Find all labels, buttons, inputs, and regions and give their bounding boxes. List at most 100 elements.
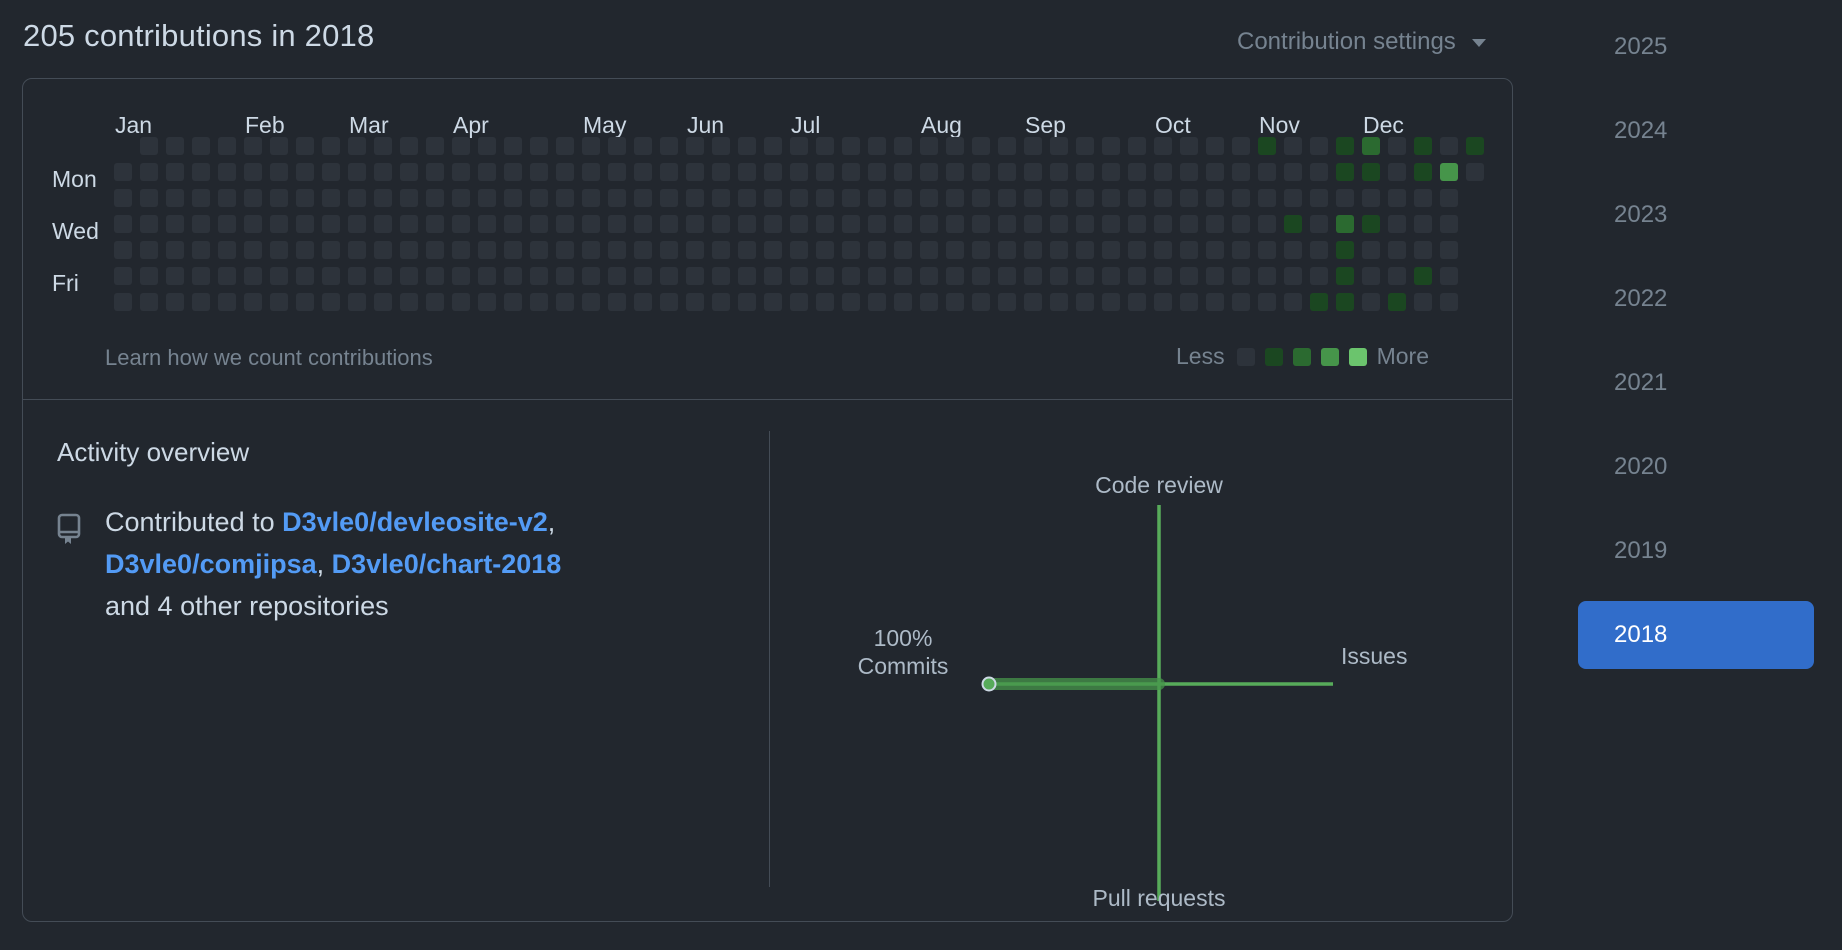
contribution-cell[interactable]	[1336, 215, 1354, 233]
contribution-cell[interactable]	[166, 241, 184, 259]
contribution-cell[interactable]	[1388, 241, 1406, 259]
contribution-cell[interactable]	[322, 163, 340, 181]
contribution-cell[interactable]	[478, 267, 496, 285]
contribution-cell[interactable]	[1128, 215, 1146, 233]
contribution-cell[interactable]	[478, 137, 496, 155]
contribution-cell[interactable]	[166, 137, 184, 155]
contribution-cell[interactable]	[1180, 241, 1198, 259]
contribution-cell[interactable]	[660, 241, 678, 259]
contribution-cell[interactable]	[1180, 267, 1198, 285]
contribution-cell[interactable]	[1284, 267, 1302, 285]
contribution-cell[interactable]	[166, 163, 184, 181]
contribution-cell[interactable]	[452, 215, 470, 233]
contribution-cell[interactable]	[296, 163, 314, 181]
contribution-cell[interactable]	[530, 267, 548, 285]
contribution-cell[interactable]	[270, 293, 288, 311]
contribution-cell[interactable]	[374, 189, 392, 207]
contribution-cell[interactable]	[972, 293, 990, 311]
contribution-cell[interactable]	[1310, 267, 1328, 285]
contribution-cell[interactable]	[1440, 189, 1458, 207]
contribution-cell[interactable]	[1232, 293, 1250, 311]
contribution-cell[interactable]	[114, 163, 132, 181]
contribution-cell[interactable]	[1362, 293, 1380, 311]
contribution-cell[interactable]	[140, 137, 158, 155]
contribution-cell[interactable]	[1102, 189, 1120, 207]
contribution-cell[interactable]	[1414, 189, 1432, 207]
contribution-cell[interactable]	[842, 137, 860, 155]
contribution-cell[interactable]	[1024, 215, 1042, 233]
contribution-cell[interactable]	[322, 267, 340, 285]
contribution-cell[interactable]	[712, 137, 730, 155]
contribution-cell[interactable]	[218, 267, 236, 285]
contribution-cell[interactable]	[1310, 241, 1328, 259]
contribution-cell[interactable]	[1336, 241, 1354, 259]
contribution-cell[interactable]	[192, 241, 210, 259]
contribution-cell[interactable]	[1206, 293, 1224, 311]
contribution-cell[interactable]	[894, 267, 912, 285]
contribution-cell[interactable]	[244, 293, 262, 311]
contribution-cell[interactable]	[686, 163, 704, 181]
contribution-cell[interactable]	[608, 293, 626, 311]
contribution-cell[interactable]	[452, 293, 470, 311]
contribution-cell[interactable]	[764, 189, 782, 207]
contribution-cell[interactable]	[738, 163, 756, 181]
contribution-cell[interactable]	[842, 215, 860, 233]
contribution-cell[interactable]	[322, 293, 340, 311]
contribution-cell[interactable]	[1180, 189, 1198, 207]
contribution-cell[interactable]	[1076, 137, 1094, 155]
contribution-cell[interactable]	[1232, 267, 1250, 285]
contribution-cell[interactable]	[1180, 137, 1198, 155]
contribution-cell[interactable]	[920, 137, 938, 155]
contribution-cell[interactable]	[686, 267, 704, 285]
contribution-cell[interactable]	[218, 189, 236, 207]
contribution-cell[interactable]	[1310, 215, 1328, 233]
contribution-cell[interactable]	[920, 215, 938, 233]
contribution-cell[interactable]	[478, 293, 496, 311]
contribution-cell[interactable]	[374, 215, 392, 233]
contribution-cell[interactable]	[738, 215, 756, 233]
contribution-cell[interactable]	[816, 163, 834, 181]
contribution-cell[interactable]	[1362, 241, 1380, 259]
contribution-cell[interactable]	[1024, 137, 1042, 155]
contribution-cell[interactable]	[1076, 293, 1094, 311]
contribution-cell[interactable]	[1284, 137, 1302, 155]
contribution-cell[interactable]	[322, 241, 340, 259]
contribution-cell[interactable]	[556, 189, 574, 207]
contribution-cell[interactable]	[790, 137, 808, 155]
contribution-cell[interactable]	[140, 241, 158, 259]
contribution-cell[interactable]	[1128, 241, 1146, 259]
contribution-cell[interactable]	[374, 163, 392, 181]
contribution-cell[interactable]	[582, 137, 600, 155]
contribution-cell[interactable]	[1284, 293, 1302, 311]
contribution-cell[interactable]	[894, 215, 912, 233]
contribution-cell[interactable]	[426, 215, 444, 233]
year-link-2025[interactable]: 2025	[1614, 33, 1668, 60]
contribution-cell[interactable]	[764, 267, 782, 285]
year-link-2019[interactable]: 2019	[1614, 537, 1668, 564]
contribution-cell[interactable]	[816, 215, 834, 233]
contribution-cell[interactable]	[296, 267, 314, 285]
contribution-cell[interactable]	[114, 293, 132, 311]
contribution-cell[interactable]	[374, 137, 392, 155]
year-link-2022[interactable]: 2022	[1614, 285, 1668, 312]
contribution-cell[interactable]	[244, 137, 262, 155]
contribution-cell[interactable]	[1128, 189, 1146, 207]
contribution-cell[interactable]	[348, 215, 366, 233]
contribution-cell[interactable]	[1388, 189, 1406, 207]
contribution-cell[interactable]	[1310, 163, 1328, 181]
contribution-cell[interactable]	[816, 189, 834, 207]
contribution-cell[interactable]	[192, 267, 210, 285]
contribution-cell[interactable]	[1050, 163, 1068, 181]
contribution-cell[interactable]	[426, 163, 444, 181]
contribution-cell[interactable]	[270, 267, 288, 285]
contribution-cell[interactable]	[530, 215, 548, 233]
contribution-cell[interactable]	[1232, 215, 1250, 233]
contribution-cell[interactable]	[192, 137, 210, 155]
contribution-cell[interactable]	[816, 241, 834, 259]
contribution-cell[interactable]	[1128, 293, 1146, 311]
contribution-cell[interactable]	[1258, 267, 1276, 285]
contribution-cell[interactable]	[868, 267, 886, 285]
contribution-cell[interactable]	[478, 189, 496, 207]
contribution-cell[interactable]	[322, 137, 340, 155]
contribution-cell[interactable]	[712, 293, 730, 311]
